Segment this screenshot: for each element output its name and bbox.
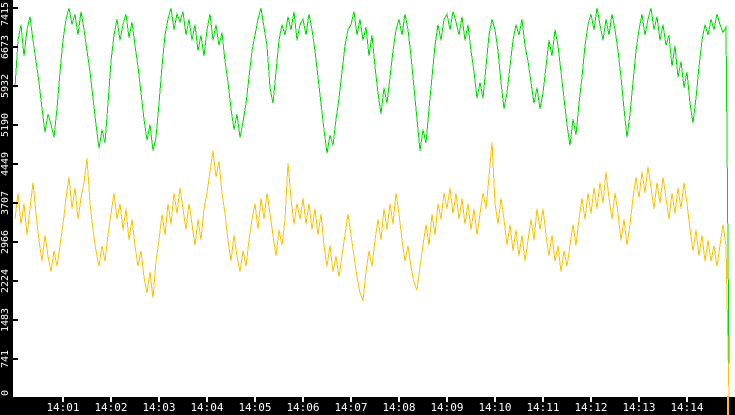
x-axis-tick bbox=[350, 397, 352, 402]
x-axis-label: 14:04 bbox=[190, 401, 224, 414]
y-axis-tick bbox=[13, 280, 18, 283]
x-axis-label: 14:03 bbox=[142, 401, 176, 414]
y-axis-label: 7415 bbox=[0, 1, 11, 27]
x-axis-tick bbox=[62, 397, 64, 402]
y-axis-tick bbox=[13, 85, 18, 87]
x-axis-tick bbox=[398, 397, 400, 402]
y-axis-label: 2966 bbox=[0, 229, 11, 255]
y-axis-label: 0 bbox=[0, 389, 11, 397]
x-axis-label: 14:06 bbox=[286, 401, 320, 414]
plot-area bbox=[13, 0, 735, 397]
y-axis-label: 2224 bbox=[0, 268, 11, 294]
y-axis-tick bbox=[13, 319, 18, 321]
x-axis-label: 14:08 bbox=[382, 401, 416, 414]
y-axis-label: 5932 bbox=[0, 73, 11, 99]
x-axis-tick bbox=[302, 397, 304, 402]
x-axis-tick bbox=[110, 397, 112, 402]
y-axis-tick bbox=[13, 202, 18, 205]
green-series-line bbox=[14, 7, 730, 364]
x-axis-label: 14:13 bbox=[622, 401, 656, 414]
x-axis-label: 14:05 bbox=[238, 401, 272, 414]
x-axis-label: 14:07 bbox=[334, 401, 368, 414]
x-axis-tick bbox=[206, 397, 208, 402]
y-axis-tick bbox=[13, 46, 18, 49]
chart-svg bbox=[14, 7, 730, 397]
x-axis-label: 14:11 bbox=[526, 401, 560, 414]
y-axis-tick bbox=[13, 397, 18, 399]
x-axis-tick bbox=[686, 397, 688, 402]
y-axis-tick bbox=[13, 241, 18, 243]
x-axis-label: 14:09 bbox=[430, 401, 464, 414]
x-axis-tick bbox=[254, 397, 256, 402]
x-axis-tick bbox=[494, 397, 496, 402]
y-axis-tick bbox=[13, 163, 18, 165]
x-axis-label: 14:14 bbox=[670, 401, 704, 414]
x-axis-label: 14:01 bbox=[46, 401, 80, 414]
y-axis-tick bbox=[13, 358, 18, 361]
yellow-series-line bbox=[14, 141, 730, 397]
x-axis-tick bbox=[638, 397, 640, 402]
y-axis-label: 6673 bbox=[0, 34, 11, 60]
x-axis-label: 14:10 bbox=[478, 401, 512, 414]
final-drop-tail-mark bbox=[727, 396, 729, 415]
x-axis-tick bbox=[158, 397, 160, 402]
y-axis-label: 3707 bbox=[0, 190, 11, 216]
y-axis-label: 741 bbox=[0, 349, 11, 369]
x-axis-label: 14:12 bbox=[574, 401, 608, 414]
x-axis-tick bbox=[590, 397, 592, 402]
x-axis-tick bbox=[446, 397, 448, 402]
y-axis-label: 1483 bbox=[0, 307, 11, 333]
y-axis-label: 5190 bbox=[0, 112, 11, 138]
y-axis-tick bbox=[13, 124, 18, 127]
y-axis-tick bbox=[13, 7, 18, 9]
y-axis-label: 4449 bbox=[0, 151, 11, 177]
x-axis-tick bbox=[542, 397, 544, 402]
x-axis-label: 14:02 bbox=[94, 401, 128, 414]
